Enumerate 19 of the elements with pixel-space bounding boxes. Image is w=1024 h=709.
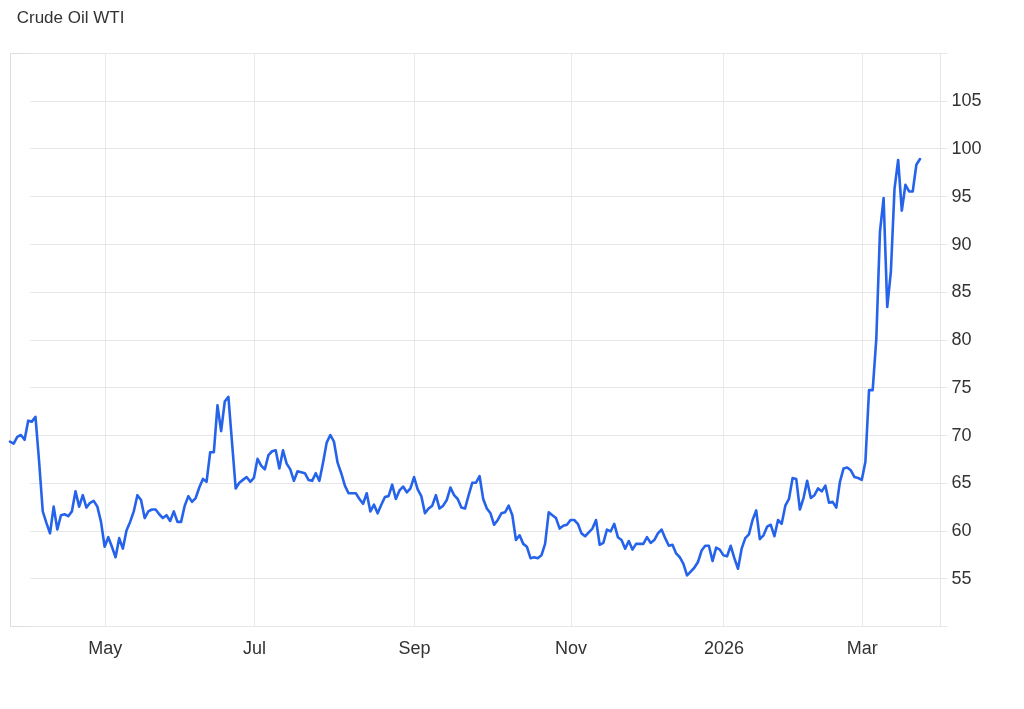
- y-tick-label: 70: [951, 424, 972, 445]
- x-tick-label: May: [88, 637, 123, 658]
- chart-title: Crude Oil WTI: [16, 8, 125, 27]
- y-tick-label: 55: [951, 567, 972, 588]
- x-tick-label: Nov: [555, 637, 588, 658]
- y-tick-label: 60: [951, 520, 972, 540]
- x-tick-label: Mar: [846, 637, 878, 658]
- y-tick-label: 65: [951, 472, 972, 493]
- y-tick-label: 85: [951, 281, 972, 302]
- y-tick-label: 80: [951, 329, 972, 349]
- y-tick-label: 90: [951, 233, 972, 254]
- x-tick-label: Sep: [398, 637, 431, 658]
- y-tick-label: 105: [951, 90, 982, 111]
- x-tick-label: Jul: [242, 637, 266, 658]
- y-tick-label: 75: [951, 376, 972, 397]
- line-series: [8, 157, 922, 577]
- y-tick-label: 95: [951, 185, 972, 206]
- x-tick-label: 2026: [703, 637, 744, 658]
- y-tick-label: 100: [951, 138, 982, 158]
